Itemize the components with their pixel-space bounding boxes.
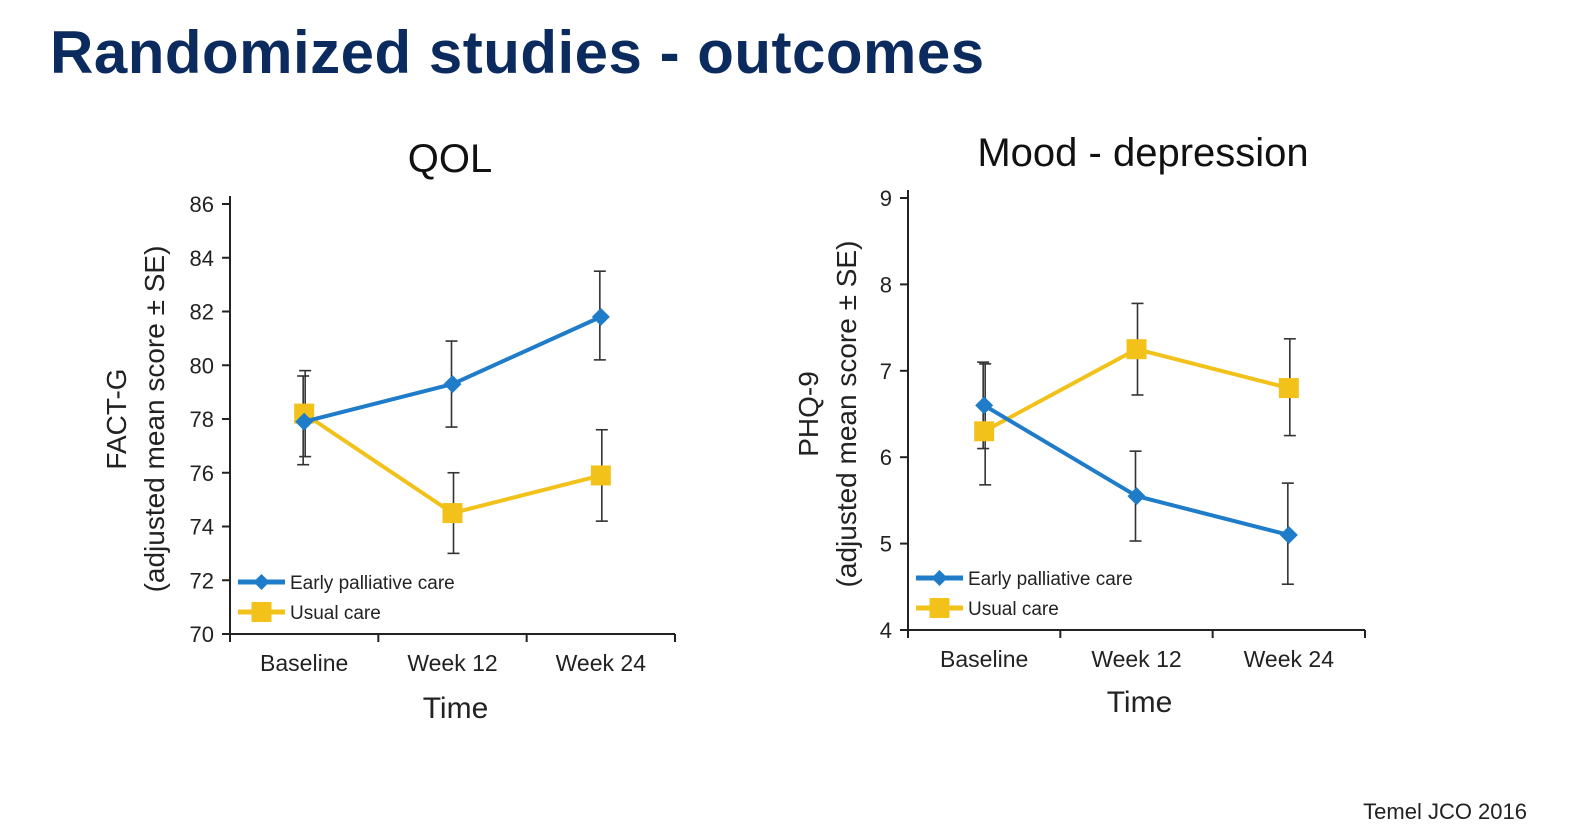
y-tick-label: 8 <box>880 272 892 297</box>
legend-marker-square <box>929 598 950 618</box>
legend-marker-diamond <box>931 570 948 586</box>
data-point-early-palliative-care <box>443 375 462 394</box>
y-axis-label: PHQ-9 <box>793 371 824 457</box>
data-point-early-palliative-care <box>975 396 994 415</box>
chart-title: Mood - depression <box>977 131 1308 175</box>
x-tick-label: Week 24 <box>556 650 647 676</box>
series-line-early-palliative-care <box>983 403 1290 537</box>
data-point-usual-care <box>590 465 611 486</box>
legend-marker-diamond <box>253 574 270 590</box>
y-axis-label: FACT-G <box>101 368 132 469</box>
data-point-usual-care <box>1126 339 1147 360</box>
citation: Temel JCO 2016 <box>1363 799 1527 824</box>
y-tick-label: 86 <box>190 192 214 217</box>
chart-title: QOL <box>408 137 492 181</box>
legend-label: Usual care <box>290 603 381 624</box>
y-tick-label: 82 <box>190 300 214 325</box>
y-axis-label-sub: (adjusted mean score ± SE) <box>831 241 862 588</box>
series-line-usual-care <box>983 347 1290 434</box>
x-axis-label: Time <box>423 692 489 725</box>
y-tick-label: 74 <box>190 515 214 540</box>
y-tick-label: 84 <box>190 246 214 271</box>
y-tick-label: 76 <box>190 461 214 486</box>
legend-label: Early palliative care <box>968 569 1133 590</box>
data-point-early-palliative-care <box>1127 487 1146 506</box>
y-tick-label: 6 <box>880 445 892 470</box>
data-point-early-palliative-care <box>295 412 314 431</box>
legend-label: Early palliative care <box>290 573 455 594</box>
y-tick-label: 70 <box>190 622 214 647</box>
data-point-early-palliative-care <box>591 307 610 326</box>
data-point-early-palliative-care <box>1279 525 1298 544</box>
x-tick-label: Baseline <box>940 646 1028 672</box>
x-axis-label: Time <box>1107 686 1173 719</box>
y-tick-label: 72 <box>190 568 214 593</box>
legend-label: Usual care <box>968 599 1059 620</box>
y-tick-label: 9 <box>880 186 892 211</box>
series-line-usual-care <box>303 411 602 516</box>
data-point-usual-care <box>442 503 463 524</box>
legend-marker-square <box>251 602 272 622</box>
x-tick-label: Week 12 <box>407 650 497 676</box>
slide-title: Randomized studies - outcomes <box>50 19 985 86</box>
x-tick-label: Week 24 <box>1244 646 1335 672</box>
y-tick-label: 7 <box>880 359 892 384</box>
y-tick-label: 78 <box>190 407 214 432</box>
x-tick-label: Week 12 <box>1091 646 1181 672</box>
series-line-early-palliative-care <box>303 315 602 424</box>
data-point-usual-care <box>974 421 995 442</box>
y-tick-label: 5 <box>880 532 892 557</box>
y-tick-label: 80 <box>190 353 214 378</box>
y-tick-label: 4 <box>880 618 892 643</box>
data-point-usual-care <box>1278 378 1299 399</box>
y-axis-label-sub: (adjusted mean score ± SE) <box>139 246 170 593</box>
x-tick-label: Baseline <box>260 650 348 676</box>
